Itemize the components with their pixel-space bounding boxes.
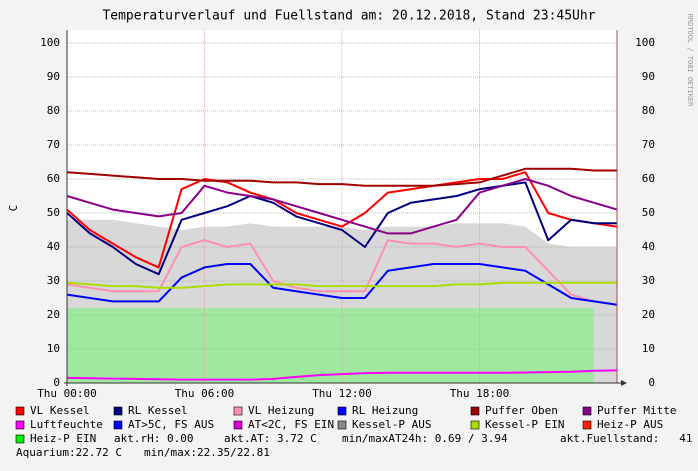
legend-label: Puffer Oben <box>485 404 558 417</box>
y-tick-label: 70 <box>47 138 60 151</box>
y-tick-label: 30 <box>47 274 60 287</box>
x-axis-arrow <box>621 380 627 386</box>
legend-swatch <box>233 406 243 416</box>
y-tick-label: 60 <box>47 172 60 185</box>
side-label: RRDTOOL / TOBI OETIKER <box>686 14 694 108</box>
series-line <box>66 181 617 276</box>
legend-label: RL Heizung <box>352 404 418 417</box>
footer-text: akt.AT: 3.72 C <box>224 432 317 445</box>
y-tick-label-right: 10 <box>642 342 655 355</box>
legend-label: RL Kessel <box>128 404 188 417</box>
y-tick-label-right: 90 <box>642 70 655 83</box>
legend-swatch <box>15 406 25 416</box>
y-tick-label-right: 100 <box>635 36 655 49</box>
legend-swatch <box>15 434 25 444</box>
y-tick-label-right: 50 <box>642 206 655 219</box>
x-tick-label: Thu 12:00 <box>312 387 372 400</box>
series-line <box>66 263 618 306</box>
footer-text: akt.Fuellstand: 41 <box>560 432 692 445</box>
legend-label: VL Heizung <box>248 404 314 417</box>
footer-text: Aquarium:22.72 C <box>16 446 122 459</box>
y-tick-label: 90 <box>47 70 60 83</box>
series-line <box>66 178 618 235</box>
series-line <box>66 369 618 381</box>
legend-label: Kessel-P AUS <box>352 418 431 431</box>
legend-swatch <box>337 406 347 416</box>
legend-swatch <box>15 420 25 430</box>
legend-swatch <box>582 420 592 430</box>
legend-swatch <box>113 420 123 430</box>
y-tick-label: 20 <box>47 308 60 321</box>
y-tick-label-right: 30 <box>642 274 655 287</box>
chart-title: Temperaturverlauf und Fuellstand am: 20.… <box>102 9 595 24</box>
legend-label: Luftfeuchte <box>30 418 103 431</box>
legend-swatch <box>113 406 123 416</box>
series-line <box>66 239 618 306</box>
y-tick-label-right: 80 <box>642 104 655 117</box>
series-line <box>66 167 617 187</box>
y-tick-label-right: 0 <box>648 376 655 389</box>
series-line <box>66 171 618 269</box>
area <box>67 308 595 383</box>
x-tick-label: Thu 00:00 <box>37 387 97 400</box>
legend-label: Heiz-P EIN <box>30 432 96 445</box>
y-tick-label: 80 <box>47 104 60 117</box>
legend-label: AT<2C, FS EIN <box>248 418 334 431</box>
legend-label: Puffer Mitte <box>597 404 676 417</box>
y-tick-label-right: 20 <box>642 308 655 321</box>
footer-text: min/maxAT24h: 0.69 / 3.94 <box>342 432 508 445</box>
footer-text: akt.rH: 0.00 <box>114 432 193 445</box>
y-tick-label: 10 <box>47 342 60 355</box>
x-tick-label: Thu 18:00 <box>450 387 510 400</box>
legend-swatch <box>233 420 243 430</box>
y-tick-label-right: 70 <box>642 138 655 151</box>
y-tick-label: 100 <box>40 36 60 49</box>
y-tick-label-right: 40 <box>642 240 655 253</box>
x-tick-label: Thu 06:00 <box>175 387 235 400</box>
y-tick-label-right: 60 <box>642 172 655 185</box>
legend-label: AT>5C, FS AUS <box>128 418 214 431</box>
y-tick-label: 0 <box>53 376 60 389</box>
footer-text: min/max:22.35/22.81 <box>144 446 270 459</box>
legend-label: Kessel-P EIN <box>485 418 564 431</box>
series-line <box>66 281 617 289</box>
legend-swatch <box>470 420 480 430</box>
legend-swatch <box>470 406 480 416</box>
y-tick-label: 40 <box>47 240 60 253</box>
legend-label: VL Kessel <box>30 404 90 417</box>
legend-swatch <box>337 420 347 430</box>
legend-label: Heiz-P AUS <box>597 418 663 431</box>
y-tick-label: 50 <box>47 206 60 219</box>
legend-swatch <box>582 406 592 416</box>
y-axis-label: C <box>7 205 20 212</box>
